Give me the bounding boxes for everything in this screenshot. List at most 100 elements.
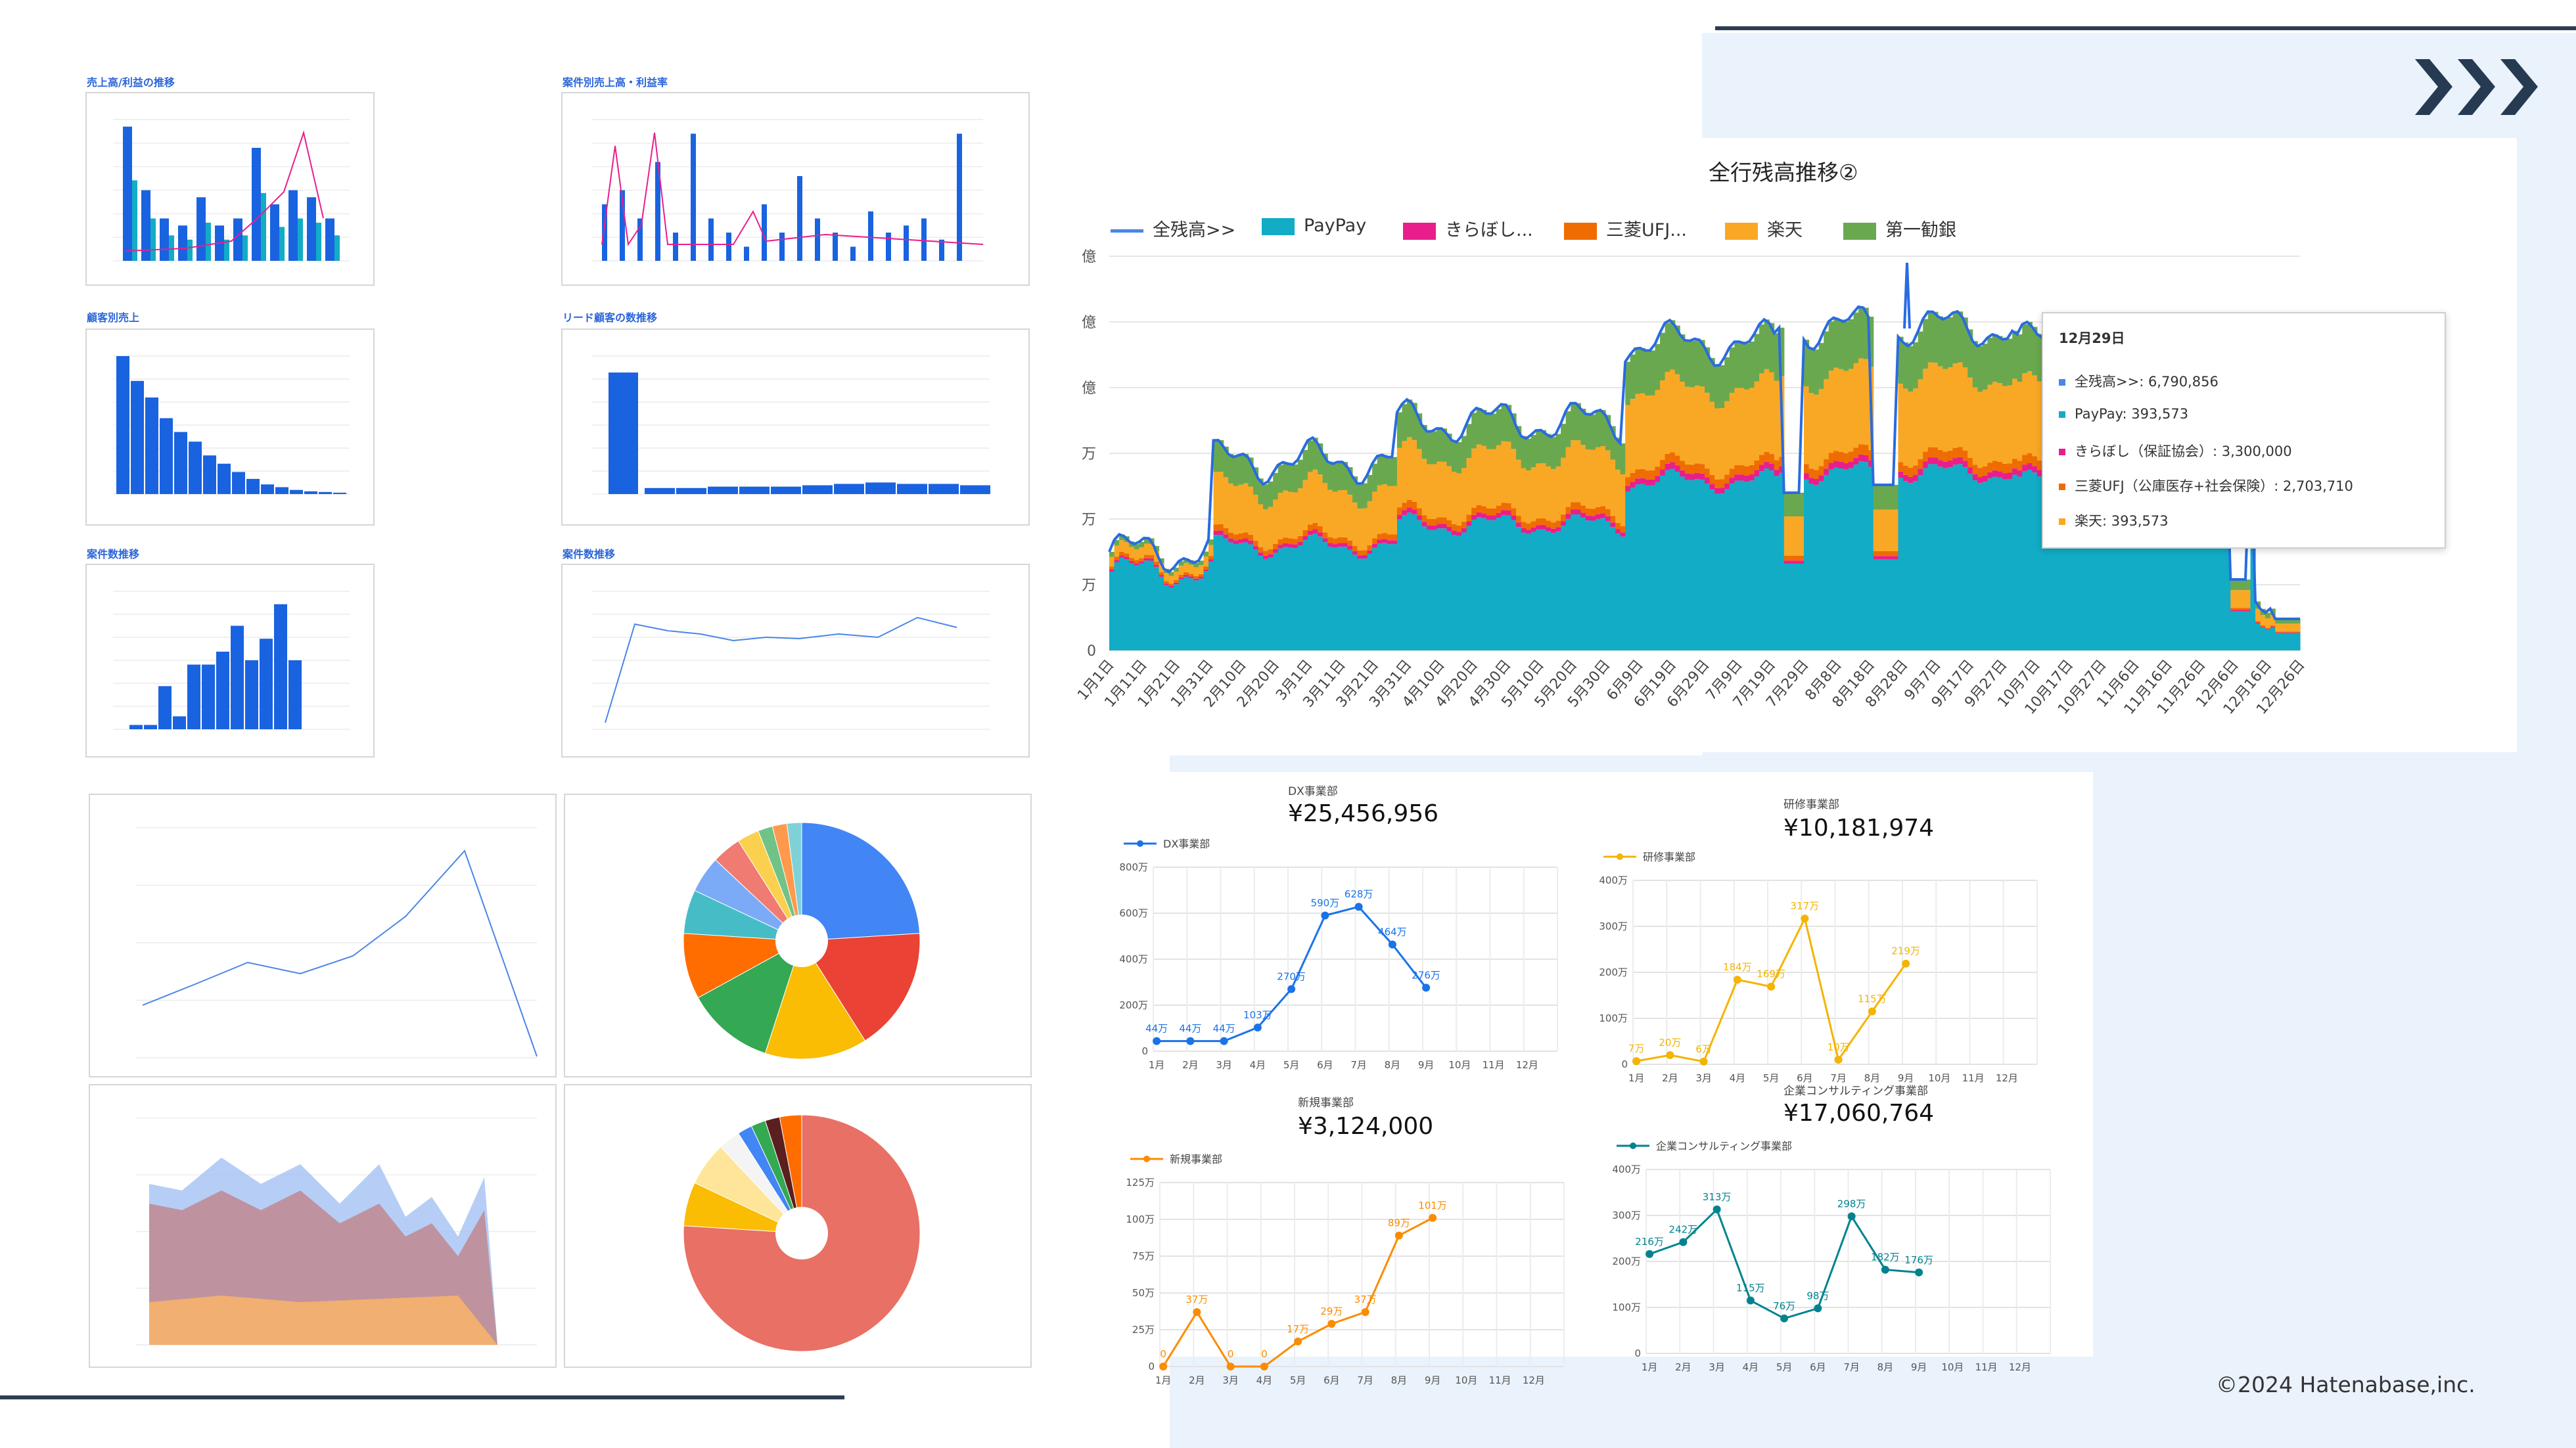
area-segment <box>1555 531 1561 650</box>
area-segment <box>1714 487 1720 494</box>
area-segment <box>1143 560 1149 650</box>
area-segment <box>1674 325 1680 374</box>
area-segment <box>1853 464 1859 650</box>
bar <box>771 486 801 494</box>
area-segment <box>2230 610 2236 612</box>
legend-item: 第一勧銀 <box>1843 215 1956 241</box>
area-segment <box>1783 560 1789 564</box>
area-segment <box>1958 464 1964 650</box>
area-segment <box>1680 334 1686 382</box>
data-point <box>1253 1023 1262 1031</box>
area-segment <box>1387 534 1392 541</box>
area-segment <box>1421 526 1427 650</box>
area-segment <box>1561 457 1567 515</box>
area-segment <box>1863 462 1869 650</box>
area-segment <box>2002 386 2008 464</box>
area-segment <box>2136 530 2142 650</box>
data-point <box>1354 903 1363 911</box>
tooltip-row-label: きらぼし（保証協会）: 3,300,000 <box>2075 443 2292 459</box>
area-segment <box>1402 510 1408 515</box>
x-tick-label: 10月 <box>1928 1072 1950 1084</box>
area-segment <box>1600 518 1606 650</box>
main-balance-chart-panel: 全行残高推移② 全残高>> PayPay きらぼし... 三菱UFJ... 楽天 第一勧銀… <box>1078 138 2517 752</box>
area-segment <box>2022 373 2028 455</box>
area-segment <box>2205 527 2211 650</box>
area-segment <box>1625 491 1631 650</box>
area-segment <box>1277 464 1283 493</box>
data-point <box>1847 1212 1856 1221</box>
area-segment <box>1575 509 1581 514</box>
legend-marker <box>1143 1156 1150 1162</box>
main-stacked-area-chart: 億億億万万万01月1日1月11日1月21日1月31日2月10日2月20日3月1日… <box>1078 249 2309 717</box>
bar <box>246 478 260 494</box>
area-segment <box>1476 517 1482 650</box>
area-segment <box>1526 438 1532 471</box>
area-segment <box>1318 443 1323 475</box>
area-segment <box>2255 621 2261 623</box>
area-segment <box>2270 625 2276 627</box>
area-segment <box>2036 461 2042 470</box>
tooltip-row: きらぼし（保証協会）: 3,300,000 <box>2059 441 2292 461</box>
area-segment <box>2146 531 2152 650</box>
area-segment <box>1571 509 1576 515</box>
data-point <box>1767 982 1776 991</box>
data-point <box>1159 1363 1168 1370</box>
area-segment <box>1164 583 1170 585</box>
data-label: 10万 <box>1828 1041 1850 1053</box>
bar <box>960 485 990 494</box>
area-segment <box>1312 438 1318 470</box>
area-segment <box>1561 514 1567 522</box>
area-segment <box>1243 538 1249 543</box>
legend-label: 楽天 <box>1767 220 1803 240</box>
bar <box>325 218 334 261</box>
data-label: 6万 <box>1695 1043 1712 1055</box>
area-segment <box>1506 405 1512 442</box>
area-segment <box>1308 524 1314 531</box>
bar <box>218 463 231 494</box>
bar <box>868 211 873 261</box>
area-segment <box>1174 572 1180 580</box>
area-segment <box>1501 514 1507 650</box>
area-segment <box>1362 558 1368 650</box>
area-segment <box>2295 619 2301 624</box>
area-segment <box>1143 543 1149 555</box>
area-segment <box>1308 535 1314 650</box>
area-segment <box>1277 539 1283 545</box>
area-segment <box>1565 447 1571 507</box>
area-segment <box>1213 472 1219 525</box>
mini-panel-project-sales <box>561 92 1030 286</box>
area-segment <box>1372 463 1378 492</box>
area-segment <box>2240 579 2246 591</box>
area-segment <box>2235 579 2241 591</box>
data-label: 44万 <box>1213 1023 1235 1035</box>
area-segment <box>2102 484 2107 650</box>
area-segment <box>1223 528 1229 535</box>
area-segment <box>1769 464 1775 470</box>
area-segment <box>1114 556 1120 560</box>
bar <box>645 487 675 494</box>
area-segment <box>2275 631 2281 633</box>
dept-chart-total: ¥3,124,000 <box>1298 1113 1434 1140</box>
bar <box>904 225 909 261</box>
area-segment <box>1357 558 1363 650</box>
area-segment <box>1402 404 1408 441</box>
copyright-text: ©2024 Hatenabase,inc. <box>2216 1372 2475 1397</box>
area-segment <box>1783 493 1789 516</box>
area-segment <box>1665 372 1670 454</box>
area-segment <box>1312 533 1318 650</box>
area-segment <box>1729 347 1735 393</box>
data-point <box>1422 984 1431 992</box>
area-segment <box>2245 611 2251 650</box>
area-segment <box>1536 525 1542 530</box>
area-segment <box>1724 489 1730 650</box>
y-tick-label: 300万 <box>1612 1210 1641 1221</box>
area-segment <box>1466 521 1472 526</box>
bar <box>160 418 173 494</box>
area-segment <box>1412 440 1417 502</box>
area-segment <box>1114 540 1120 546</box>
area-segment <box>1407 499 1413 508</box>
area-segment <box>1977 477 1983 484</box>
area-segment <box>1759 373 1765 455</box>
area-segment <box>1774 333 1780 381</box>
legend-swatch <box>1262 217 1295 235</box>
